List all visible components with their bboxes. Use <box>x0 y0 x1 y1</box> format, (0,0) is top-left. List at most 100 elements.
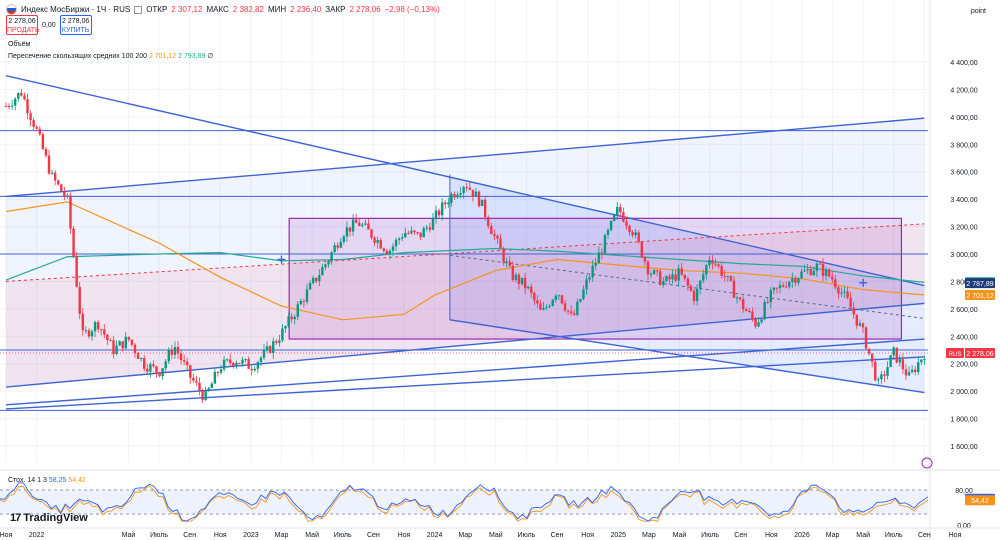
buy-button[interactable]: 2 278,06 КУПИТЬ <box>59 15 92 35</box>
candle-body <box>327 261 330 265</box>
candle-body <box>296 304 299 317</box>
high-value: 2 382,82 <box>232 5 264 14</box>
candle-body <box>26 99 29 114</box>
candle-body <box>726 276 730 278</box>
volume-indicator-label[interactable]: Объём <box>8 41 31 48</box>
candle-body <box>843 291 846 293</box>
tradingview-logo[interactable]: 17 TradingView <box>10 512 88 524</box>
candle-body <box>410 230 413 234</box>
time-tick-label: Мар <box>275 532 289 539</box>
candle-body <box>852 307 855 315</box>
ma-cross-indicator[interactable]: Пересечение скользящих средних 100 200 2… <box>8 52 213 60</box>
candle-body <box>38 128 41 135</box>
candle-body <box>711 259 714 264</box>
price-unit-label: point <box>970 8 986 15</box>
candle-body <box>867 348 871 354</box>
candle-body <box>913 369 917 373</box>
candle-body <box>232 363 235 366</box>
candle-body <box>520 277 524 284</box>
price-tick-label: 2 600,00 <box>950 307 977 314</box>
ma-fast-line <box>5 201 925 321</box>
candle-body <box>846 291 849 298</box>
candle-body <box>723 276 726 278</box>
candle-body <box>637 232 640 242</box>
candle-body <box>29 113 32 121</box>
candle-body <box>889 355 892 368</box>
candle-body <box>167 350 170 362</box>
candle-body <box>582 289 585 300</box>
low-label: МИН <box>267 5 287 14</box>
candle-body <box>358 222 361 226</box>
time-tick-label: 2023 <box>243 532 259 539</box>
candle-body <box>692 290 696 302</box>
price-tick-label: 2 400,00 <box>950 334 977 341</box>
stoch-indicator[interactable]: Стох. 14 1 3 58,25 54,42 <box>8 477 86 484</box>
candle-body <box>4 105 8 107</box>
candle-body <box>198 382 201 391</box>
candle-body <box>616 206 619 215</box>
candle-body <box>81 313 84 331</box>
symbol-header[interactable]: Индекс МосБиржи · 1Ч · RUS ОТКР 2 307,12… <box>6 4 440 15</box>
candle-body <box>244 359 247 361</box>
stoch-tick-label: 80,00 <box>955 488 973 495</box>
candle-body <box>511 265 515 280</box>
symbol-tag-text: RUS <box>949 352 962 358</box>
candle-body <box>440 202 444 216</box>
candle-body <box>579 299 582 302</box>
candle-body <box>557 295 561 297</box>
open-label: ОТКР <box>146 5 168 14</box>
candle-body <box>858 323 862 326</box>
candle-body <box>772 287 776 291</box>
candle-body <box>526 286 530 289</box>
candle-body <box>422 228 425 238</box>
time-tick-label: 2024 <box>427 532 443 539</box>
candle-body <box>315 277 318 282</box>
candle-body <box>864 327 868 349</box>
candle-body <box>90 331 94 337</box>
candle-body <box>683 274 687 279</box>
candle-body <box>757 322 760 327</box>
candle-body <box>437 210 441 216</box>
candle-body <box>35 126 38 129</box>
sell-button[interactable]: 2 278,06 ПРОДАТЬ <box>6 15 40 35</box>
candle-body <box>222 359 226 370</box>
candle-body <box>680 268 683 275</box>
candle-body <box>674 274 677 281</box>
candle-body <box>158 372 161 377</box>
candle-body <box>308 282 312 290</box>
candle-body <box>907 372 911 376</box>
candle-body <box>348 227 352 232</box>
candle-body <box>106 334 109 341</box>
candle-body <box>124 336 127 349</box>
candle-body <box>10 105 14 107</box>
price-tick-label: 4 400,00 <box>950 60 977 67</box>
candle-body <box>806 269 809 271</box>
candle-body <box>655 270 659 272</box>
candle-body <box>130 339 134 345</box>
candle-body <box>189 365 192 378</box>
candle-body <box>689 285 693 291</box>
candle-body <box>702 274 705 281</box>
candle-body <box>769 290 773 303</box>
stoch-d-value: 54,42 <box>68 477 86 484</box>
candle-body <box>585 279 588 290</box>
candle-body <box>634 232 637 236</box>
price-tick-label: 2 000,00 <box>950 389 977 396</box>
price-label-tag <box>965 278 995 289</box>
candle-body <box>855 314 859 326</box>
candle-body <box>324 264 327 268</box>
time-tick-label: Июль <box>517 532 535 539</box>
candle-body <box>569 311 573 314</box>
time-tick-label: Май <box>856 531 870 539</box>
candle-body <box>321 267 324 276</box>
ma-slow-line <box>5 247 925 283</box>
candle-body <box>382 248 385 251</box>
support-line <box>5 338 925 406</box>
symbol-title[interactable]: Индекс МосБиржи · 1Ч · RUS <box>21 5 131 14</box>
candle-body <box>287 316 290 327</box>
price-tick-label: 1 600,00 <box>950 444 977 451</box>
candle-body <box>883 374 886 376</box>
candle-body <box>628 225 631 233</box>
candle-body <box>717 264 720 267</box>
